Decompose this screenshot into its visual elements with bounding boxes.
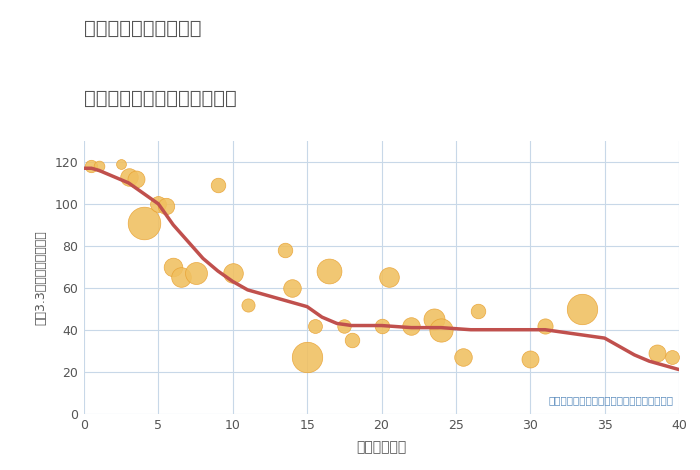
- Text: 円の大きさは、取引のあった物件面積を示す: 円の大きさは、取引のあった物件面積を示す: [548, 395, 673, 406]
- Y-axis label: 坪（3.3㎡）単価（万円）: 坪（3.3㎡）単価（万円）: [34, 230, 48, 325]
- Point: [406, 322, 417, 329]
- Point: [651, 349, 662, 357]
- Point: [384, 274, 395, 281]
- Point: [190, 269, 201, 277]
- Point: [130, 175, 141, 182]
- Point: [227, 269, 238, 277]
- Point: [287, 284, 298, 291]
- Point: [324, 267, 335, 275]
- Text: 兵庫県姫路市城見台の: 兵庫県姫路市城見台の: [84, 19, 202, 38]
- Point: [242, 301, 253, 308]
- Point: [376, 322, 387, 329]
- Point: [123, 173, 134, 180]
- Point: [346, 337, 357, 344]
- Point: [428, 315, 439, 323]
- Point: [116, 160, 127, 168]
- Point: [577, 305, 588, 313]
- Point: [435, 326, 447, 334]
- Point: [175, 274, 186, 281]
- Point: [302, 353, 313, 361]
- Point: [93, 163, 104, 170]
- Point: [540, 322, 551, 329]
- Point: [339, 322, 350, 329]
- Point: [309, 322, 320, 329]
- Point: [138, 219, 149, 227]
- Point: [86, 163, 97, 170]
- Point: [473, 307, 484, 314]
- Point: [279, 246, 290, 254]
- Point: [666, 353, 677, 361]
- X-axis label: 築年数（年）: 築年数（年）: [356, 440, 407, 454]
- Text: 築年数別中古マンション価格: 築年数別中古マンション価格: [84, 89, 237, 108]
- Point: [160, 202, 172, 210]
- Point: [168, 263, 179, 271]
- Point: [458, 353, 469, 361]
- Point: [153, 200, 164, 208]
- Point: [525, 355, 536, 363]
- Point: [212, 181, 223, 189]
